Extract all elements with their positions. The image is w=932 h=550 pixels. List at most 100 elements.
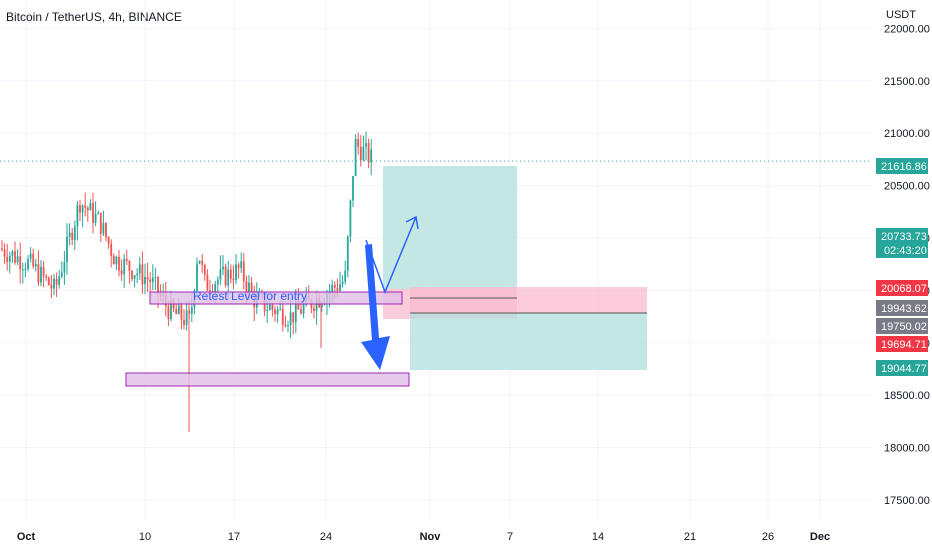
price-tag (876, 318, 928, 334)
candle-body (185, 310, 188, 325)
candle-body (203, 264, 206, 275)
price-tag (876, 300, 928, 316)
currency-label: USDT (886, 9, 916, 21)
candle-body (107, 237, 110, 244)
y-tick-label: 20500.00 (884, 181, 930, 193)
bearish-arrow (361, 244, 390, 370)
candle-body (40, 266, 42, 283)
candle-body (94, 213, 97, 223)
candle-body (136, 273, 139, 276)
candle-body (6, 256, 9, 262)
candle-body (120, 270, 123, 275)
price-tag (876, 228, 928, 258)
candle-body (89, 203, 92, 211)
candle-body (112, 255, 115, 265)
price-tag-countdown: 02:43:20 (884, 245, 927, 257)
price-tag-label: 20733.73 (881, 231, 927, 243)
candle-body (172, 300, 175, 310)
candle-body (71, 232, 74, 241)
candle-body (37, 263, 40, 283)
candle-body (365, 143, 367, 147)
candle-body (105, 222, 107, 238)
candle-body (97, 212, 100, 214)
candle-body (45, 276, 48, 278)
candle-body (34, 263, 37, 267)
candle-body (294, 301, 297, 323)
price-tag-label: 21616.86 (881, 161, 927, 173)
y-tick-label: 21500.00 (884, 76, 930, 88)
position-zones (383, 166, 647, 370)
candle-body (357, 139, 360, 147)
candle-body (313, 308, 315, 312)
profit-zone (383, 166, 517, 289)
candle-body (146, 276, 149, 280)
candle-body (242, 261, 245, 282)
y-tick-label: 21000.00 (884, 128, 930, 140)
candle-body (333, 284, 336, 288)
candle-body (3, 249, 6, 257)
candle-body (274, 309, 276, 315)
x-tick-label: Oct (17, 531, 36, 543)
price-tag-label: 20068.07 (881, 283, 927, 295)
price-tag (876, 360, 928, 376)
candle-body (58, 276, 61, 285)
candle-body (92, 203, 94, 223)
candle-body (32, 253, 35, 267)
candles (1, 131, 373, 432)
chart-title: Bitcoin / TetherUS, 4h, BINANCE (6, 10, 182, 24)
candle-body (27, 259, 29, 269)
candle-body (66, 236, 68, 263)
candle-body (149, 279, 152, 283)
candle-body (198, 260, 201, 264)
candle-body (216, 279, 219, 285)
x-tick-label: 26 (762, 531, 774, 543)
candle-body (99, 212, 102, 234)
candle-body (133, 275, 136, 279)
candle-body (154, 277, 157, 279)
candle-body (222, 266, 224, 270)
candle-body (339, 284, 341, 291)
candle-body (175, 309, 178, 314)
candle-body (86, 207, 89, 211)
candle-body (11, 251, 14, 256)
candle-body (144, 276, 146, 285)
candle-body (118, 256, 120, 271)
candle-body (157, 277, 159, 294)
candle-body (292, 312, 295, 323)
candle-body (138, 264, 141, 274)
candle-body (245, 281, 248, 292)
candle-body (81, 205, 84, 213)
candle-body (68, 232, 71, 237)
candle-body (47, 277, 50, 286)
candle-body (271, 304, 274, 310)
candle-body (79, 205, 81, 213)
candle-body (125, 258, 128, 262)
candle-body (341, 281, 344, 285)
candle-body (224, 266, 227, 286)
candle-body (63, 262, 66, 273)
y-tick-label: 18000.00 (884, 443, 930, 455)
candle-body (60, 272, 63, 277)
candle-body (352, 175, 354, 201)
x-tick-label: Nov (420, 531, 442, 543)
candle-body (354, 139, 357, 176)
x-tick-label: 10 (139, 531, 151, 543)
x-tick-label: 7 (507, 531, 513, 543)
price-tag-label: 19750.02 (881, 321, 927, 333)
candle-body (19, 256, 22, 270)
candle-body (73, 226, 76, 241)
x-tick-label: 14 (592, 531, 604, 543)
candle-body (367, 143, 370, 163)
candle-body (110, 243, 113, 256)
candle-body (42, 266, 45, 277)
candle-body (1, 248, 3, 250)
candle-body (115, 256, 118, 265)
candle-body (370, 149, 373, 163)
candle-body (201, 260, 204, 265)
x-tick-label: 21 (684, 531, 696, 543)
candle-body (297, 301, 300, 310)
candle-body (167, 306, 170, 320)
candle-body (102, 222, 105, 234)
candle-body (50, 285, 53, 289)
